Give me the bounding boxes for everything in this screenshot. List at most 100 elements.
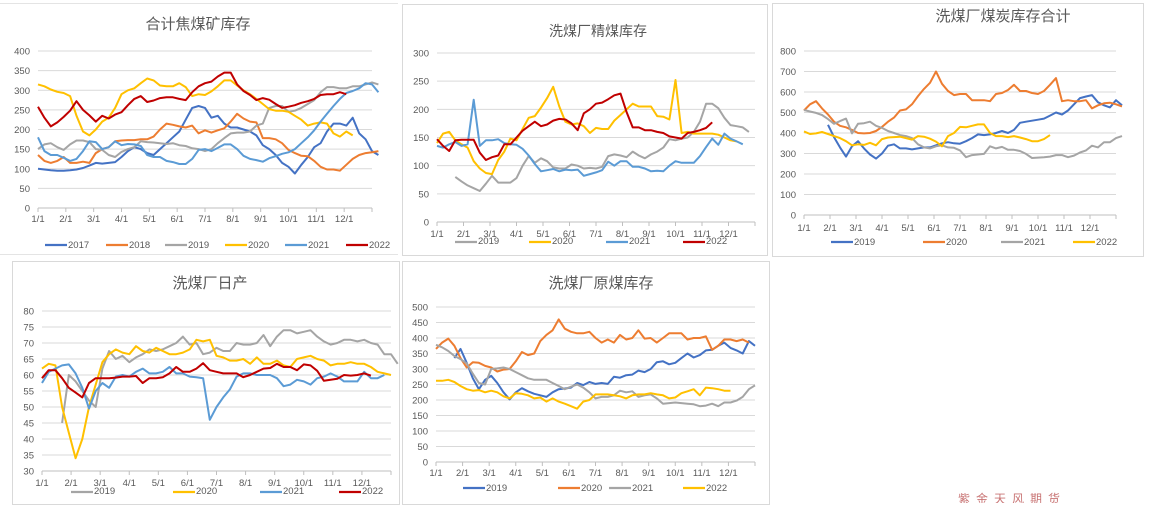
x-tick-label: 3/1 xyxy=(94,478,107,489)
y-tick-label: 350 xyxy=(412,349,428,360)
x-tick-label: 10/1 xyxy=(1029,223,1048,234)
y-tick-label: 80 xyxy=(23,307,34,318)
x-tick-label: 4/1 xyxy=(115,214,128,225)
x-tick-label: 10/1 xyxy=(279,214,298,225)
x-tick-label: 11/1 xyxy=(693,229,711,240)
watermark: 紫金天风期货 xyxy=(958,492,1067,503)
y-tick-label: 250 xyxy=(412,380,428,391)
y-tick-label: 70 xyxy=(23,339,34,350)
x-tick-label: 6/1 xyxy=(181,478,194,489)
y-tick-label: 200 xyxy=(412,396,428,407)
legend-label: 2019 xyxy=(188,240,209,251)
y-tick-label: 400 xyxy=(780,129,796,140)
series-line-2020 xyxy=(435,318,750,373)
y-tick-label: 65 xyxy=(23,355,34,366)
y-tick-label: 100 xyxy=(14,164,30,175)
x-tick-label: 7/1 xyxy=(198,214,211,225)
y-tick-label: 300 xyxy=(412,365,428,376)
series-line-2019 xyxy=(61,329,399,424)
chart-svg: 合计焦煤矿库存 0 50 100 150 200 250 300 350 400 1/1 2/1 3/1… xyxy=(14,15,390,251)
x-tick-label: 7/1 xyxy=(953,223,966,234)
legend-label: 2020 xyxy=(196,486,217,497)
series-line-2019 xyxy=(454,102,750,192)
chart-svg: 洗煤厂煤炭库存合计 0 100 200 300 400 500 600 700 800 1/1 2/1… xyxy=(780,7,1123,248)
y-tick-label: 0 xyxy=(424,218,429,229)
y-tick-label: 300 xyxy=(413,49,429,60)
series-line-2020 xyxy=(41,338,392,460)
y-tick-label: 0 xyxy=(791,211,796,222)
y-tick-label: 500 xyxy=(412,303,428,314)
chart-panel-washery-daily-output: 洗煤厂日产 30 35 40 45 50 55 60 65 70 75 80 1/1 2/1 3/1 4/1 5… xyxy=(12,261,400,505)
y-tick-label: 150 xyxy=(413,133,429,144)
x-tick-label: 1/1 xyxy=(797,223,810,234)
legend-label: 2019 xyxy=(478,236,499,247)
series-line-2021 xyxy=(435,343,756,408)
series-line-2022 xyxy=(41,362,372,399)
series-line-2018 xyxy=(37,112,379,172)
series-line-2021 xyxy=(803,109,1123,159)
x-tick-label: 5/1 xyxy=(901,223,914,234)
x-tick-label: 6/1 xyxy=(927,223,940,234)
chart-svg: 洗煤厂精煤库存 0 50 100 150 200 250 300 1/1 2/1 3/1 4/1 5/1… xyxy=(413,24,756,247)
chart-title: 洗煤厂煤炭库存合计 xyxy=(935,7,1070,25)
series-line-2022 xyxy=(436,378,731,410)
series-line-2021 xyxy=(436,98,744,177)
x-tick-label: 1/1 xyxy=(35,478,48,489)
series-line-2021 xyxy=(41,363,385,421)
x-tick-label: 11/1 xyxy=(324,478,342,489)
x-tick-label: 2/1 xyxy=(59,214,72,225)
y-tick-label: 450 xyxy=(412,318,428,329)
x-tick-label: 12/1 xyxy=(1081,223,1100,234)
x-tick-label: 12/1 xyxy=(719,468,738,479)
y-tick-label: 300 xyxy=(780,149,796,160)
legend-label: 2020 xyxy=(552,236,573,247)
x-tick-label: 9/1 xyxy=(642,229,655,240)
y-tick-label: 0 xyxy=(423,458,428,469)
x-tick-label: 3/1 xyxy=(849,223,862,234)
series-line-2020 xyxy=(803,70,1123,135)
y-tick-label: 100 xyxy=(412,427,428,438)
y-tick-label: 300 xyxy=(14,86,30,97)
chart-svg: 洗煤厂日产 30 35 40 45 50 55 60 65 70 75 80 1/1 2/1 3/1 4/1 5… xyxy=(23,274,399,497)
x-tick-label: 1/1 xyxy=(430,229,443,240)
series-line-2020 xyxy=(436,79,737,176)
legend-label: 2022 xyxy=(706,236,727,247)
legend-label: 2021 xyxy=(629,236,650,247)
y-tick-label: 250 xyxy=(14,105,30,116)
x-tick-label: 11/1 xyxy=(693,468,711,479)
x-tick-label: 4/1 xyxy=(875,223,888,234)
x-tick-label: 10/1 xyxy=(295,478,314,489)
x-tick-label: 2/1 xyxy=(456,468,469,479)
chart-panel-coking-coal-mine-inventory: 合计焦煤矿库存 0 50 100 150 200 250 300 350 400 1/1 2/1 3/1… xyxy=(0,3,398,255)
x-tick-label: 11/1 xyxy=(307,214,325,225)
legend-label: 2020 xyxy=(248,240,269,251)
chart-title: 洗煤厂日产 xyxy=(172,274,247,292)
x-tick-label: 1/1 xyxy=(31,214,44,225)
legend-label: 2022 xyxy=(706,483,727,494)
x-tick-label: 12/1 xyxy=(719,229,738,240)
x-tick-label: 1/1 xyxy=(429,468,442,479)
x-tick-label: 2/1 xyxy=(64,478,77,489)
legend-label: 2020 xyxy=(581,483,602,494)
x-tick-label: 9/1 xyxy=(268,478,281,489)
x-tick-label: 8/1 xyxy=(979,223,992,234)
y-tick-label: 0 xyxy=(25,204,30,215)
y-tick-label: 250 xyxy=(413,77,429,88)
y-tick-label: 45 xyxy=(23,419,34,430)
chart-title: 洗煤厂原煤库存 xyxy=(548,274,653,292)
x-tick-label: 7/1 xyxy=(210,478,223,489)
x-tick-label: 8/1 xyxy=(226,214,239,225)
chart-svg: 洗煤厂原煤库存 0 50 100 150 200 250 300 350 400 450 500 1/1… xyxy=(412,274,756,494)
y-tick-label: 400 xyxy=(14,47,30,58)
legend-label: 2019 xyxy=(94,486,115,497)
x-tick-label: 9/1 xyxy=(1005,223,1018,234)
y-tick-label: 200 xyxy=(413,105,429,116)
x-tick-label: 8/1 xyxy=(615,468,628,479)
series-line-2017 xyxy=(37,105,379,175)
y-tick-label: 700 xyxy=(780,67,796,78)
chart-title: 合计焦煤矿库存 xyxy=(145,15,250,33)
x-tick-label: 5/1 xyxy=(536,229,549,240)
y-tick-label: 200 xyxy=(780,170,796,181)
x-tick-label: 4/1 xyxy=(510,229,523,240)
y-tick-label: 800 xyxy=(780,47,796,58)
